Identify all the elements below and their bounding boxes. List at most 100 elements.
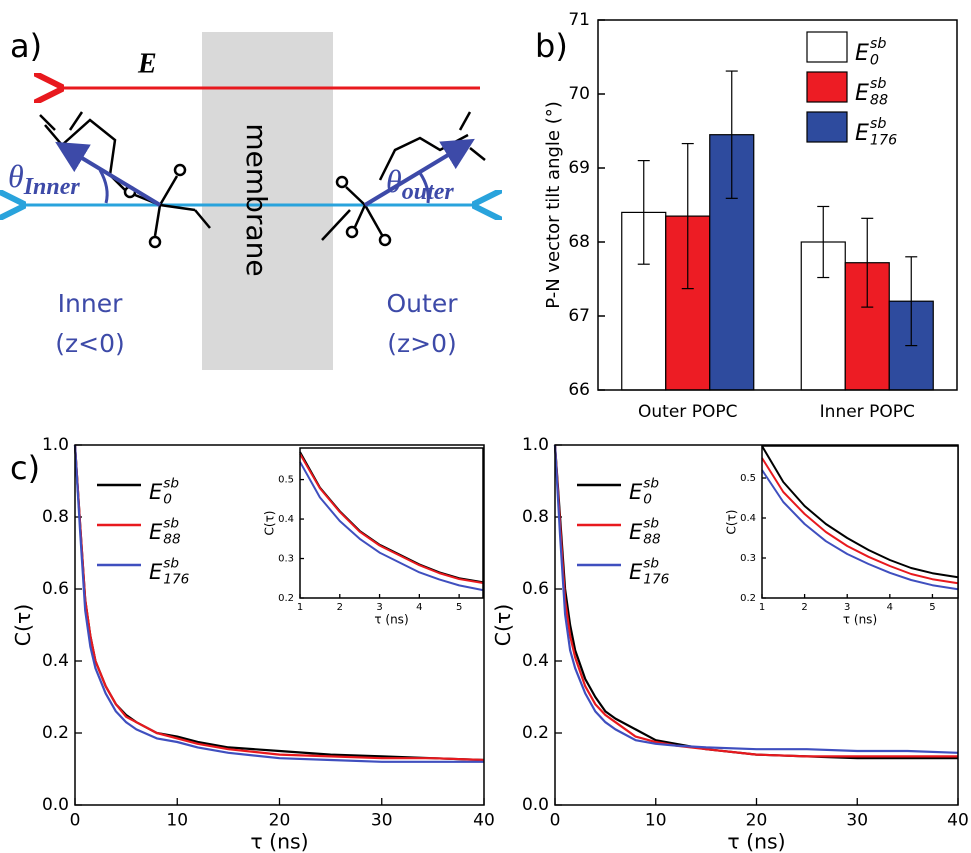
error-bar [817, 205, 830, 279]
y-tick-label: 0.3 [278, 554, 294, 565]
y-tick-label: 67 [568, 306, 590, 326]
y-axis-label: C(τ) [263, 511, 277, 536]
x-tick-label: 1 [297, 602, 303, 613]
x-tick-label: Outer POPC [638, 402, 737, 422]
y-tick-label: 0.0 [522, 795, 549, 815]
y-tick-label: 66 [568, 380, 590, 400]
legend-subscript: 88 [643, 531, 661, 547]
line [761, 469, 959, 591]
y-tick-label: 0.3 [740, 553, 756, 564]
outer-label: Outer [387, 289, 459, 318]
legend-label: Esb 88 [855, 76, 888, 109]
legend-subscript: 88 [163, 531, 181, 547]
line [761, 457, 959, 585]
inner-condition: (z<0) [55, 329, 124, 358]
plot-frame [299, 447, 484, 599]
legend-subscript: 0 [643, 491, 652, 507]
plot-frame [597, 19, 958, 391]
theta-subscript: Inner [23, 174, 81, 200]
y-tick-label: 0.5 [740, 473, 756, 484]
diagram: a) E membrane θInner θouter Inner (z<0) … [8, 27, 485, 370]
panel-label: b) [535, 27, 568, 65]
y-tick-label: 0.2 [740, 593, 756, 604]
legend-superscript: sb [643, 516, 659, 532]
x-tick-label: 5 [456, 602, 462, 613]
x-tick-label: 5 [929, 602, 935, 613]
plot-frame [74, 444, 485, 806]
x-tick-label: 0 [70, 810, 81, 830]
inner-lipid [39, 111, 211, 249]
legend-symbol: E [855, 121, 869, 146]
legend-symbol: E [629, 560, 643, 584]
legend-superscript: sb [643, 556, 659, 572]
theta-symbol: θ [386, 163, 402, 199]
outer-vector [363, 138, 475, 207]
y-tick-label: 69 [568, 158, 590, 178]
x-tick-label: 30 [846, 810, 868, 830]
x-tick-label: 10 [645, 810, 667, 830]
legend-subscript: 0 [163, 491, 172, 507]
inset-background [300, 448, 483, 598]
panel-label: a) [10, 27, 42, 65]
y-tick-label: 68 [568, 232, 590, 252]
legend-superscript: sb [163, 476, 179, 492]
y-tick-label: 0.8 [522, 507, 549, 527]
legend-label: Esb 88 [629, 516, 661, 548]
x-axis-label: τ (ns) [727, 829, 785, 853]
legend-label: Esb 0 [149, 476, 179, 508]
legend-subscript: 176 [643, 571, 669, 587]
y-tick-label: 0.5 [278, 475, 294, 486]
membrane-label: membrane [240, 123, 273, 276]
plot-frame [761, 445, 959, 599]
x-tick-label: 20 [269, 810, 291, 830]
y-axis-label: P-N vector tilt angle (°) [543, 101, 564, 309]
y-axis-label: C(τ) [725, 510, 739, 535]
x-tick-label: 10 [166, 810, 188, 830]
theta-inner: θInner [8, 158, 80, 199]
x-tick-label: 3 [844, 602, 850, 613]
legend-subscript: 88 [870, 93, 888, 109]
legend-label: Esb 176 [149, 556, 190, 588]
x-tick-label: 4 [887, 602, 893, 613]
outer-angle [418, 172, 430, 204]
legend-symbol: E [149, 480, 163, 504]
y-tick-label: 0.4 [278, 514, 294, 525]
legend-subscript: 176 [870, 133, 897, 149]
x-tick-label: Inner POPC [820, 402, 915, 422]
legend-superscript: sb [163, 556, 179, 572]
legend-label: Esb 0 [855, 36, 886, 69]
legend-label: Esb 176 [855, 116, 897, 149]
y-tick-label: 1.0 [42, 435, 69, 455]
legend-symbol: E [149, 520, 163, 544]
legend-swatch [806, 31, 848, 63]
legend-symbol: E [855, 41, 869, 66]
x-tick-label: 4 [416, 602, 422, 613]
y-tick-label: 0.0 [42, 795, 69, 815]
legend-label: Esb 176 [629, 556, 670, 588]
x-axis-label: τ (ns) [374, 613, 408, 627]
y-tick-label: 0.2 [42, 723, 69, 743]
error-bar [637, 160, 650, 265]
y-tick-label: 0.2 [278, 593, 294, 604]
outer-condition: (z>0) [387, 329, 456, 358]
y-tick-label: 0.2 [522, 723, 549, 743]
y-tick-label: 0.4 [522, 651, 549, 671]
legend-subscript: 176 [163, 571, 189, 587]
legend-swatch [806, 111, 848, 143]
inset-background [762, 446, 958, 598]
legend-superscript: sb [870, 36, 887, 52]
error-bar [681, 142, 694, 290]
line [73, 444, 484, 763]
y-tick-label: 0.4 [42, 651, 69, 671]
y-tick-label: 0.8 [42, 507, 69, 527]
inner-angle [98, 169, 109, 204]
error-bar [725, 70, 738, 199]
x-tick-label: 20 [746, 810, 768, 830]
legend-superscript: sb [643, 476, 659, 492]
legend-superscript: sb [163, 516, 179, 532]
legend-superscript: sb [870, 116, 887, 132]
error-bar [861, 217, 874, 308]
line [553, 444, 959, 754]
x-tick-label: 40 [473, 810, 495, 830]
